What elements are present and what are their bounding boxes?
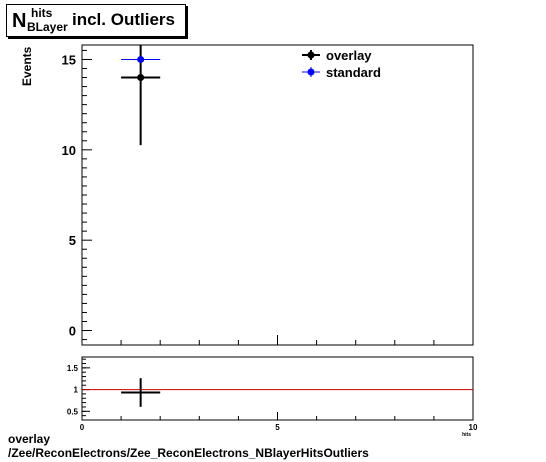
ratio-y-tick-label: 1.5 xyxy=(67,364,79,373)
legend-overlay-label: overlay xyxy=(326,48,372,63)
title-subscript: BLayer xyxy=(27,20,68,34)
ratio-x-tick-label: 5 xyxy=(275,423,280,432)
legend-standard-label: standard xyxy=(326,65,381,80)
y-tick-label: 10 xyxy=(62,143,76,158)
title-main: N xyxy=(12,10,27,32)
x-axis-label-fragment: hits xyxy=(462,432,471,438)
title-superscript: hits xyxy=(31,6,53,20)
title-box: N hits BLayer incl. Outliers xyxy=(6,4,186,37)
y-tick-label: 5 xyxy=(69,233,76,248)
y-tick-label: 0 xyxy=(69,324,76,339)
overlay-point xyxy=(137,74,145,82)
ratio-x-tick-label: 10 xyxy=(469,423,478,432)
legend-standard-marker xyxy=(307,68,315,76)
footer-line2: /Zee/ReconElectrons/Zee_ReconElectrons_N… xyxy=(8,446,369,460)
legend-overlay-marker xyxy=(307,51,315,59)
title-suffix: incl. Outliers xyxy=(72,10,175,29)
ratio-y-tick-label: 0.5 xyxy=(67,407,79,416)
footer-line1: overlay xyxy=(8,432,51,446)
y-tick-label: 15 xyxy=(62,52,76,67)
ratio-y-tick-label: 1 xyxy=(74,386,79,395)
ratio-x-tick-label: 0 xyxy=(80,423,85,432)
standard-point xyxy=(137,55,145,63)
